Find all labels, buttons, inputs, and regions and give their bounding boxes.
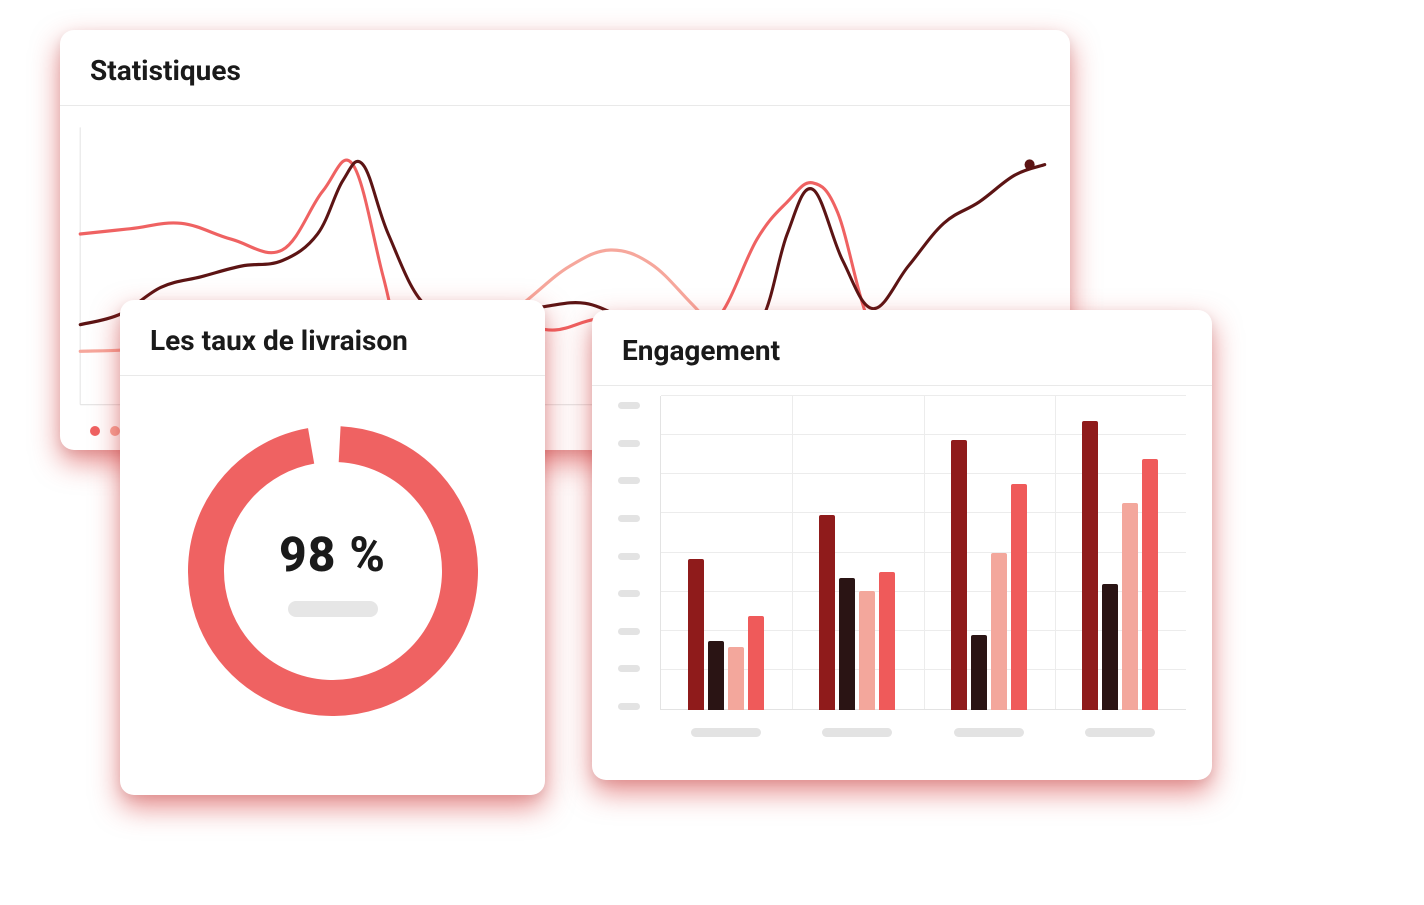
bar bbox=[819, 515, 835, 710]
bar-group bbox=[923, 396, 1055, 710]
delivery-value: 98 % bbox=[279, 526, 386, 583]
engagement-card: Engagement bbox=[592, 310, 1212, 780]
xlabel-pill bbox=[822, 728, 892, 737]
bar bbox=[1082, 421, 1098, 710]
ytick bbox=[618, 628, 640, 635]
bar-groups bbox=[660, 396, 1186, 710]
stats-title: Statistiques bbox=[60, 30, 1070, 105]
ytick bbox=[618, 515, 640, 522]
bar bbox=[991, 553, 1007, 710]
bar bbox=[971, 635, 987, 710]
bar bbox=[708, 641, 724, 710]
ytick bbox=[618, 703, 640, 710]
engagement-title: Engagement bbox=[592, 310, 1212, 385]
engagement-body bbox=[592, 386, 1212, 766]
engagement-yticks bbox=[618, 396, 646, 746]
bar-group bbox=[1055, 396, 1187, 710]
delivery-card: Les taux de livraison 98 % bbox=[120, 300, 545, 795]
stats-legend bbox=[90, 426, 120, 436]
bar bbox=[839, 578, 855, 710]
ytick bbox=[618, 477, 640, 484]
bar bbox=[951, 440, 967, 710]
ytick bbox=[618, 440, 640, 447]
bar bbox=[859, 591, 875, 710]
bar bbox=[879, 572, 895, 710]
ytick bbox=[618, 590, 640, 597]
xlabel-pill bbox=[1085, 728, 1155, 737]
ytick bbox=[618, 402, 640, 409]
delivery-title: Les taux de livraison bbox=[120, 300, 545, 375]
xlabel-pill bbox=[954, 728, 1024, 737]
bar bbox=[1011, 484, 1027, 710]
bar-group bbox=[660, 396, 792, 710]
bar-group bbox=[792, 396, 924, 710]
engagement-xlabels bbox=[660, 718, 1186, 746]
bar bbox=[728, 647, 744, 710]
engagement-grid bbox=[660, 396, 1186, 746]
ytick bbox=[618, 665, 640, 672]
xlabel-pill bbox=[691, 728, 761, 737]
legend-dot bbox=[90, 426, 100, 436]
bar bbox=[1122, 503, 1138, 710]
bar bbox=[1102, 584, 1118, 710]
legend-dot bbox=[110, 426, 120, 436]
ytick bbox=[618, 553, 640, 560]
bar bbox=[688, 559, 704, 710]
donut-center: 98 % bbox=[188, 426, 478, 716]
bar bbox=[1142, 459, 1158, 710]
delivery-sub-pill bbox=[288, 601, 378, 617]
bar bbox=[748, 616, 764, 710]
delivery-body: 98 % bbox=[120, 376, 545, 766]
delivery-donut: 98 % bbox=[188, 426, 478, 716]
series-end-dot bbox=[1025, 159, 1035, 170]
